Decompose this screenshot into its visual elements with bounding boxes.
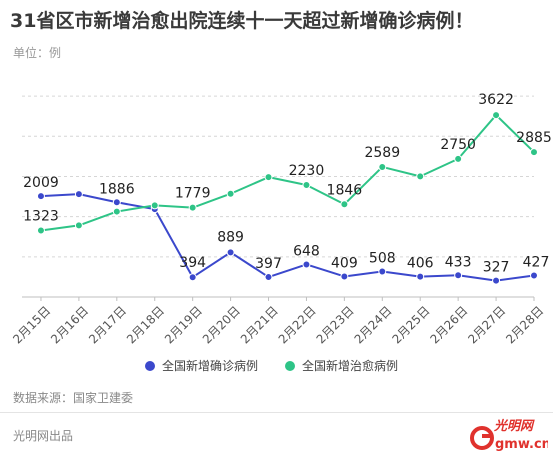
data-point [36,226,45,235]
data-label: 406 [407,256,434,272]
x-tick-label: 2月24日 [352,303,395,346]
data-label: 2589 [364,145,400,161]
data-label: 508 [369,250,396,266]
data-point [264,173,273,182]
data-point [112,198,121,207]
data-point [302,260,311,269]
x-tick-label: 2月22日 [276,303,319,346]
data-point [302,180,311,189]
data-label: 2230 [289,163,325,179]
gmw-logo: 光明网 gmw.cn [470,418,548,452]
data-label: 394 [179,255,206,271]
legend-label-0: 全国新增确诊病例 [162,358,258,373]
legend-swatch-1 [285,361,295,371]
data-point [188,273,197,282]
x-tick-label: 2月19日 [162,303,205,346]
data-label: 3622 [478,92,514,108]
x-tick-label: 2月23日 [314,303,357,346]
data-label: 409 [331,255,358,271]
data-label: 1846 [327,182,363,198]
data-point [454,154,463,163]
data-point [150,201,159,210]
data-label: 427 [523,255,550,271]
data-point [226,248,235,257]
data-point [226,189,235,198]
data-point [378,162,387,171]
series-line-1 [40,114,535,232]
data-label: 433 [445,254,472,270]
data-point [416,172,425,181]
data-point [112,207,121,216]
legend-label-1: 全国新增治愈病例 [302,358,398,373]
data-point [74,190,83,199]
x-tick-label: 2月21日 [238,303,281,346]
producer-credit: 光明网出品 [13,429,74,443]
data-label: 2885 [516,130,552,146]
data-point [340,272,349,281]
data-label: 1323 [23,209,59,225]
x-tick-label: 2月25日 [389,303,432,346]
x-tick-label: 2月16日 [48,303,91,346]
logo-domain: gmw.cn [495,437,548,452]
footer-divider [0,412,553,413]
logo-ring-notch [482,434,493,438]
data-label: 327 [483,260,510,276]
data-point [36,192,45,201]
data-point [530,271,538,280]
logo-glyphs: 光明网 [493,418,535,434]
data-point [188,203,197,212]
data-label: 1886 [99,181,135,197]
x-tick-label: 2月20日 [200,303,243,346]
data-label: 1779 [175,186,211,202]
data-point [530,148,538,157]
data-label: 648 [293,243,320,259]
line-chart: 2月15日2月16日2月17日2月18日2月19日2月20日2月21日2月22日… [10,92,552,373]
x-tick-label: 2月17日 [86,303,129,346]
series-line-0 [40,193,535,282]
page-title: 31省区市新增治愈出院连续十一天超过新增确诊病例！ [10,10,474,32]
data-source: 数据来源：国家卫建委 [13,391,134,405]
data-point [492,111,501,120]
data-point [74,221,83,230]
x-tick-label: 2月27日 [465,303,508,346]
legend-swatch-0 [145,361,155,371]
data-point [454,271,463,280]
data-label: 397 [255,256,282,272]
data-point [264,273,273,282]
x-tick-label: 2月26日 [427,303,470,346]
data-point [340,200,349,209]
x-tick-label: 2月28日 [503,303,546,346]
data-label: 889 [217,229,244,245]
data-point [378,267,387,276]
data-point [416,272,425,281]
data-label: 2009 [23,175,59,191]
x-tick-label: 2月15日 [10,303,53,346]
x-tick-label: 2月18日 [124,303,167,346]
data-label: 2750 [440,137,476,153]
data-point [492,276,501,285]
unit-label: 单位：例 [13,46,62,60]
